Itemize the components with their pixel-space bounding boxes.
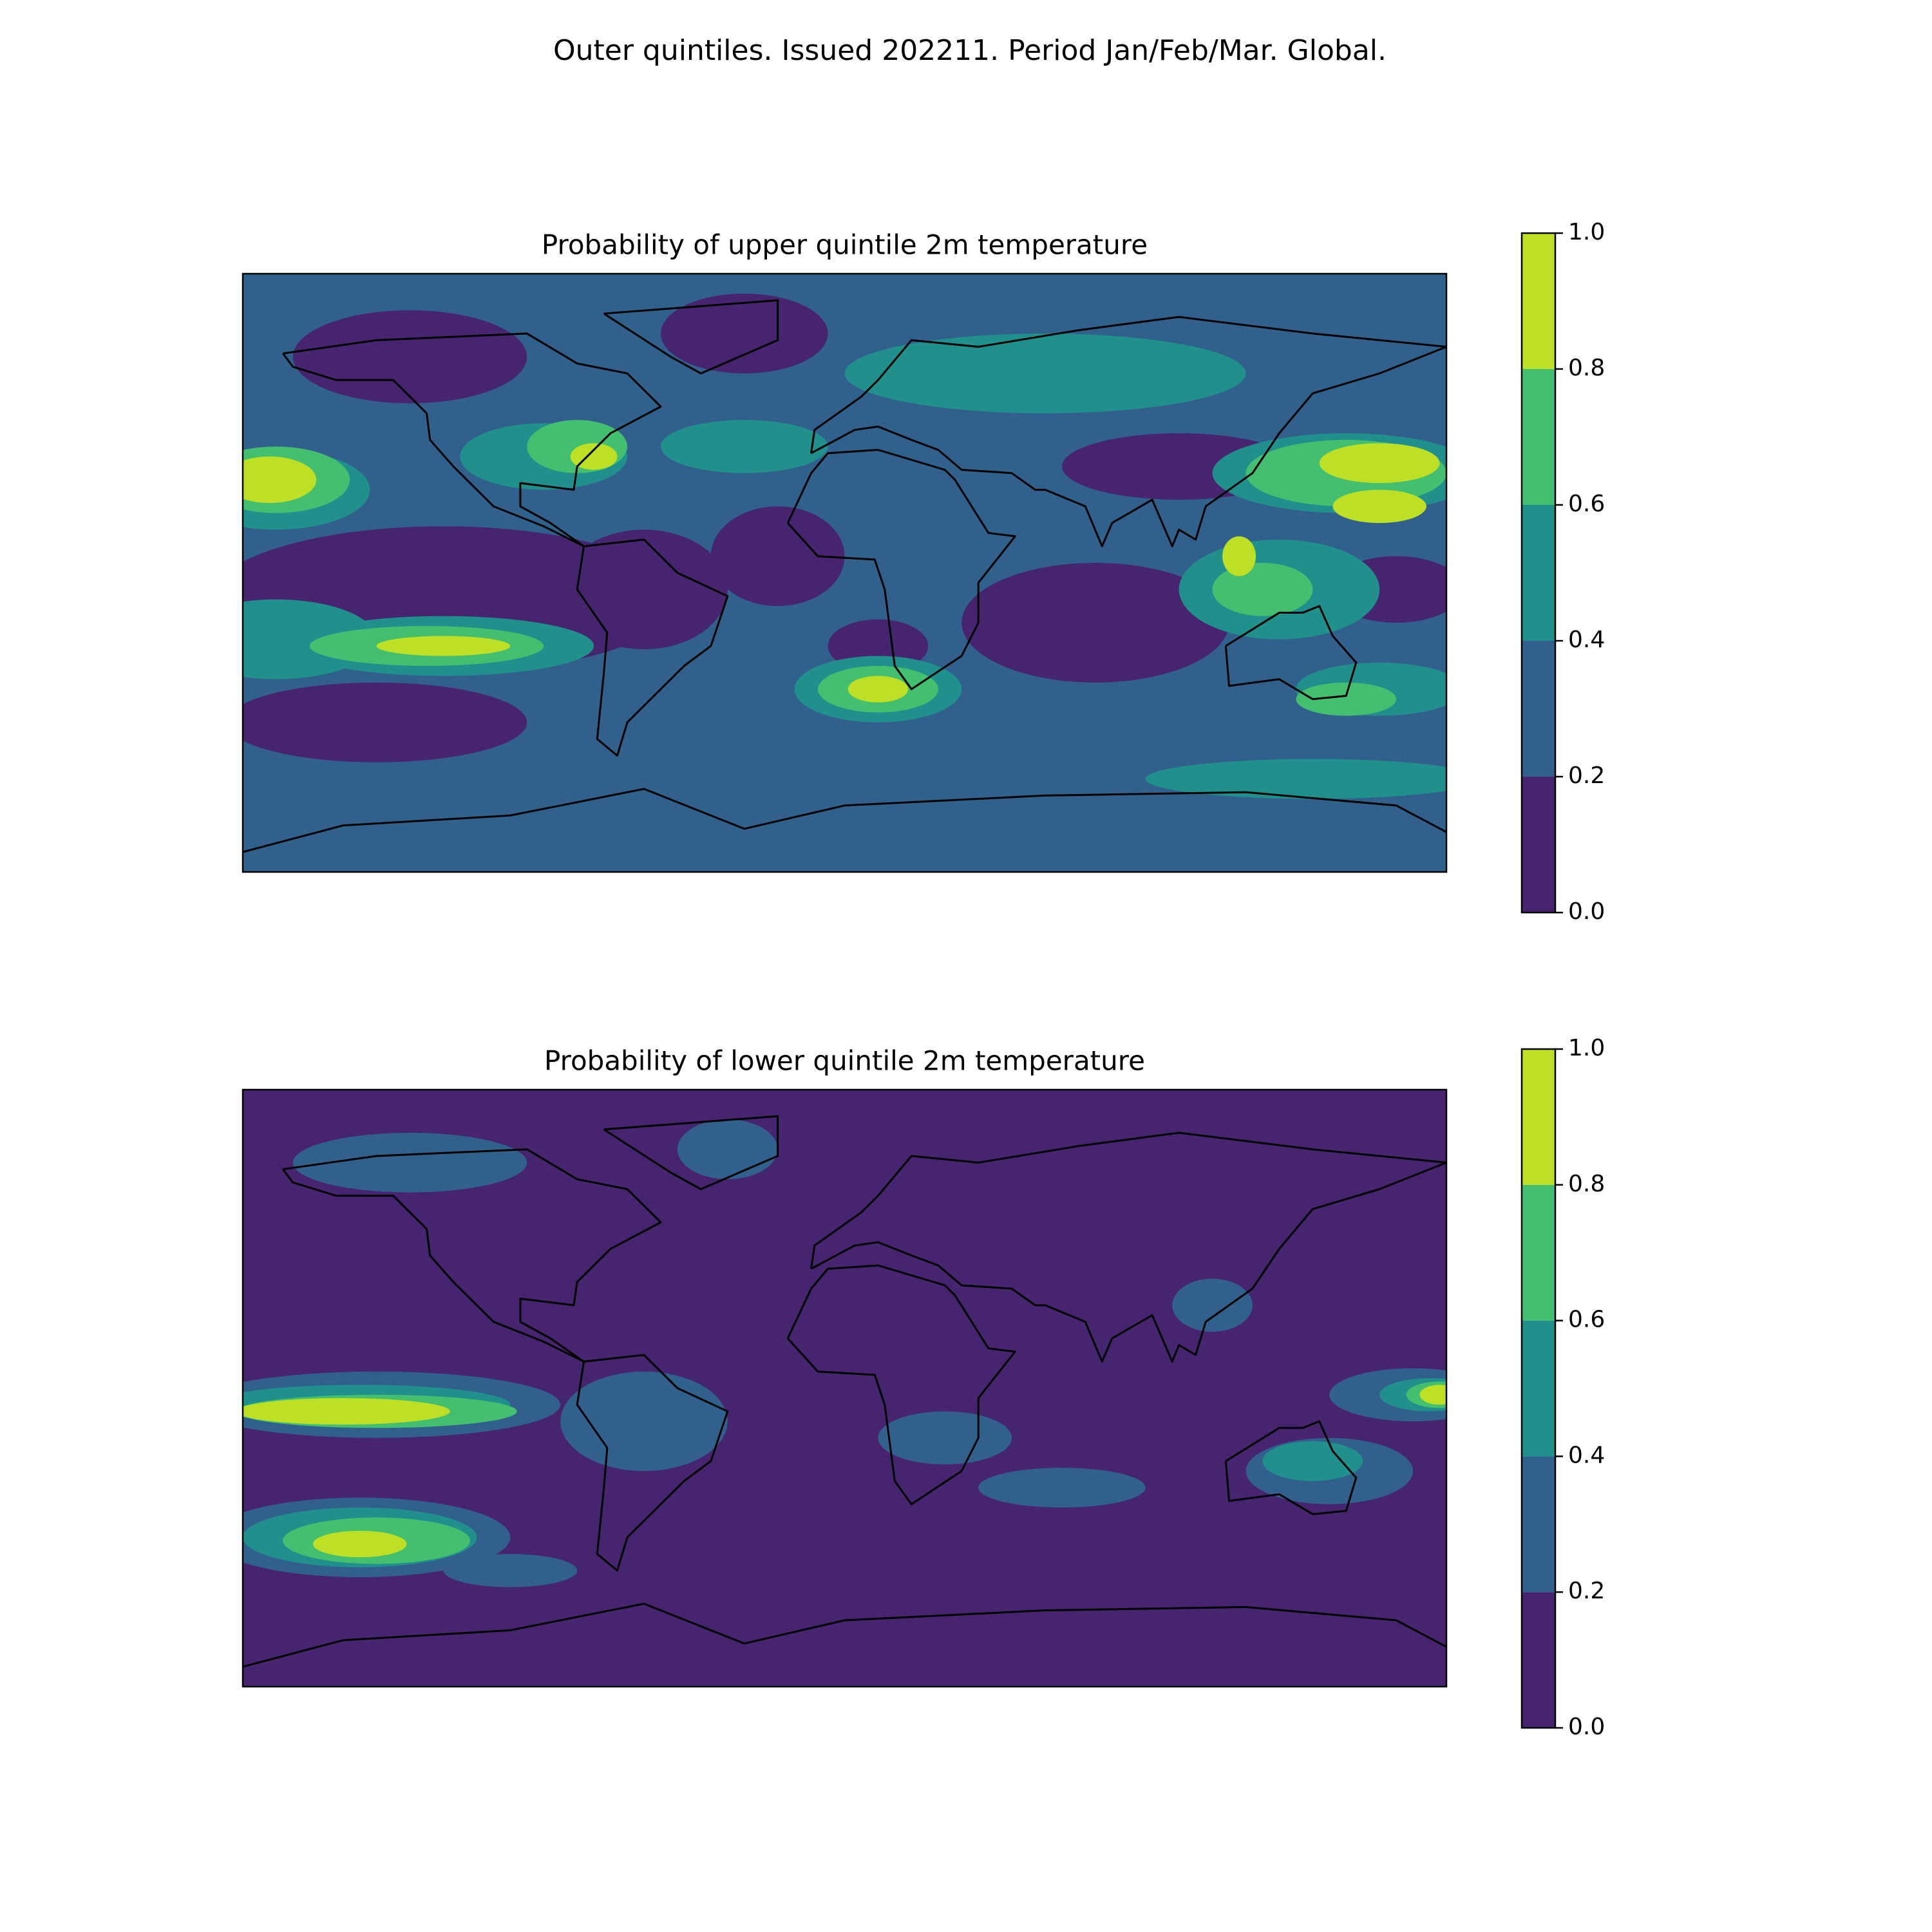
colorbar-frame bbox=[1520, 1048, 1557, 1729]
field-band bbox=[560, 529, 728, 650]
colorbar-frame bbox=[1520, 232, 1557, 914]
field-band bbox=[677, 1119, 778, 1180]
coastline bbox=[243, 788, 1446, 853]
map-title: Probability of lower quintile 2m tempera… bbox=[544, 1045, 1145, 1077]
colorbar-tick-label: 0.6 bbox=[1568, 491, 1605, 517]
field-band bbox=[570, 443, 618, 470]
colorbar-tick-label: 1.0 bbox=[1568, 1035, 1605, 1061]
colorbar-tick-label: 0.8 bbox=[1568, 1171, 1605, 1197]
figure-title: Outer quintiles. Issued 202211. Period J… bbox=[553, 34, 1387, 67]
coastline bbox=[810, 1132, 1446, 1363]
field-band bbox=[292, 1132, 527, 1193]
field-band bbox=[313, 1530, 407, 1558]
map-title: Probability of upper quintile 2m tempera… bbox=[542, 229, 1148, 261]
colorbar-band bbox=[1522, 505, 1555, 641]
coastline bbox=[603, 1115, 779, 1190]
field-band bbox=[848, 676, 909, 703]
field-band bbox=[1419, 1385, 1446, 1405]
coastline bbox=[1224, 1420, 1358, 1515]
colorbar-band bbox=[1522, 641, 1555, 777]
colorbar-band bbox=[1522, 1184, 1555, 1321]
colorbar-band bbox=[1522, 1456, 1555, 1593]
coastline bbox=[603, 299, 779, 375]
colorbar-band bbox=[1522, 369, 1555, 505]
field-band bbox=[1212, 563, 1313, 616]
coastline bbox=[282, 332, 662, 547]
colorbar-tick-label: 0.4 bbox=[1568, 627, 1605, 653]
field-band bbox=[1332, 489, 1426, 524]
coastline bbox=[243, 1602, 1446, 1668]
coastline bbox=[1224, 605, 1358, 701]
field-band bbox=[1145, 759, 1446, 799]
field-band bbox=[443, 1554, 578, 1587]
coastline bbox=[786, 449, 1016, 690]
field-band bbox=[1172, 1278, 1253, 1332]
coastline bbox=[810, 316, 1446, 547]
colorbar-tick-label: 0.2 bbox=[1568, 1578, 1605, 1604]
coastline bbox=[786, 1264, 1016, 1506]
field-band bbox=[560, 1371, 728, 1472]
field-band bbox=[376, 636, 511, 656]
colorbar-tick-label: 0.0 bbox=[1568, 898, 1605, 925]
colorbar-tick-label: 0.0 bbox=[1568, 1714, 1605, 1740]
field-band bbox=[1262, 1441, 1363, 1481]
field-band bbox=[243, 682, 527, 762]
map-frame bbox=[242, 1088, 1448, 1688]
map-field bbox=[243, 274, 1446, 872]
field-band bbox=[978, 1468, 1146, 1508]
field-band bbox=[292, 310, 527, 404]
field-band bbox=[1296, 682, 1397, 716]
field-band bbox=[660, 293, 828, 374]
field-band bbox=[844, 333, 1246, 413]
colorbar-band bbox=[1522, 777, 1555, 913]
field-band bbox=[243, 1397, 450, 1425]
colorbar-band bbox=[1522, 1049, 1555, 1185]
map-frame bbox=[242, 272, 1448, 873]
colorbar-band bbox=[1522, 1320, 1555, 1457]
field-band bbox=[243, 456, 317, 504]
field-band bbox=[1222, 536, 1256, 576]
field-band bbox=[710, 506, 845, 607]
colorbar-tick-label: 1.0 bbox=[1568, 219, 1605, 245]
colorbar-band bbox=[1522, 233, 1555, 369]
field-band bbox=[1319, 443, 1440, 484]
field-band bbox=[961, 563, 1229, 683]
colorbar-tick-label: 0.2 bbox=[1568, 762, 1605, 789]
colorbar-tick-label: 0.6 bbox=[1568, 1307, 1605, 1333]
field-band bbox=[660, 420, 828, 473]
field-band bbox=[878, 1411, 1012, 1464]
colorbar-tick-label: 0.8 bbox=[1568, 355, 1605, 381]
coastline bbox=[282, 1148, 662, 1363]
map-field bbox=[243, 1090, 1446, 1687]
colorbar-tick-label: 0.4 bbox=[1568, 1442, 1605, 1468]
coastline bbox=[576, 538, 729, 757]
colorbar-band bbox=[1522, 1592, 1555, 1728]
coastline bbox=[576, 1354, 729, 1572]
